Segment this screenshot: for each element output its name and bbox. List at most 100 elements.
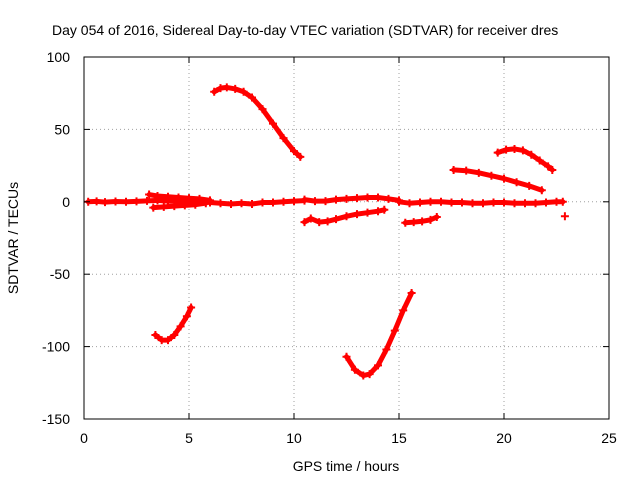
data-point — [159, 202, 168, 211]
x-tick-label: 20 — [496, 430, 512, 446]
data-point — [258, 105, 267, 114]
data-point — [527, 150, 536, 159]
data-point — [248, 199, 256, 208]
data-point — [323, 217, 332, 226]
data-point — [401, 218, 410, 227]
data-point — [151, 331, 160, 340]
data-point — [363, 193, 372, 202]
data-point — [518, 146, 527, 155]
series-arc-high-6 — [210, 83, 305, 161]
y-tick-label: -150 — [42, 411, 70, 427]
data-point — [149, 203, 158, 212]
data-point — [187, 303, 196, 312]
data-point — [332, 195, 340, 204]
data-point — [182, 312, 191, 321]
data-point — [418, 217, 427, 226]
data-point — [153, 192, 162, 201]
y-tick-labels: -150 -100 -50 0 50 100 — [42, 49, 70, 427]
data-point — [315, 218, 324, 227]
data-point — [384, 194, 393, 203]
series-arc-19-22 — [493, 144, 557, 174]
series-baseline-5-10 — [185, 196, 309, 208]
data-point — [269, 198, 277, 207]
series-trace — [302, 207, 387, 225]
data-point — [405, 199, 414, 208]
data-point — [206, 198, 214, 207]
data-point — [122, 197, 130, 206]
data-point — [164, 336, 172, 345]
data-point — [399, 306, 408, 315]
y-tick-label: 0 — [62, 194, 70, 210]
data-point — [350, 365, 359, 374]
grid-lines — [84, 57, 609, 419]
series-arc-17-22 — [449, 165, 546, 195]
x-axis-label: GPS time / hours — [293, 458, 400, 474]
data-point — [416, 198, 424, 207]
data-point — [437, 197, 445, 206]
data-point — [395, 197, 403, 206]
data-point — [365, 370, 374, 379]
data-point — [342, 194, 351, 203]
data-point — [489, 198, 498, 207]
x-tick-label: 0 — [80, 430, 88, 446]
data-point — [548, 165, 557, 174]
series-arc-low-4 — [151, 303, 196, 345]
data-point — [111, 197, 120, 206]
y-axis-label: SDTVAR / TECUs — [5, 182, 21, 294]
data-point — [449, 165, 458, 174]
series-baseline-10-15 — [300, 193, 403, 206]
data-point — [248, 93, 256, 102]
data-point — [216, 199, 225, 208]
data-point — [101, 198, 109, 207]
data-point — [390, 326, 399, 335]
plot-border — [83, 56, 610, 420]
x-tick-labels: 0 5 10 15 20 25 — [80, 430, 617, 446]
data-point — [363, 208, 372, 217]
data-point — [342, 352, 351, 361]
series-band-3-5-lower — [149, 199, 210, 212]
data-point — [510, 144, 519, 153]
data-point — [300, 195, 309, 204]
data-point — [500, 174, 508, 183]
data-point — [521, 199, 529, 208]
x-tick-label: 10 — [286, 430, 302, 446]
data-point — [332, 215, 340, 224]
data-point — [462, 166, 471, 175]
series-arc-low-13 — [342, 289, 416, 380]
data-point — [170, 202, 179, 211]
data-point — [180, 201, 189, 210]
data-point — [210, 87, 219, 96]
data-point — [222, 83, 231, 92]
data-point — [237, 199, 246, 208]
data-point — [447, 198, 456, 207]
x-tick-label: 5 — [185, 430, 193, 446]
series-arc-15-17 — [401, 213, 441, 227]
data-point — [143, 196, 151, 205]
data-point — [185, 197, 193, 206]
y-tick-label: -100 — [42, 339, 70, 355]
data-point — [432, 213, 441, 222]
data-point — [558, 197, 567, 206]
data-point — [374, 207, 382, 216]
y-tick-label: 100 — [47, 49, 71, 65]
data-point — [231, 84, 240, 93]
data-point — [290, 197, 298, 206]
data-point — [409, 218, 418, 227]
data-point — [493, 148, 502, 157]
data-point — [164, 192, 172, 201]
data-point — [500, 198, 508, 207]
plot-area — [84, 83, 569, 380]
y-tick-label: -50 — [50, 266, 70, 282]
data-point — [300, 218, 309, 227]
data-point — [426, 215, 435, 224]
data-point — [380, 205, 389, 214]
data-point — [290, 147, 298, 156]
data-point — [382, 345, 391, 354]
data-point — [269, 119, 277, 128]
data-point — [239, 87, 248, 96]
data-point — [353, 194, 361, 203]
data-point — [374, 193, 382, 202]
data-point — [258, 198, 267, 207]
data-point — [132, 197, 141, 206]
